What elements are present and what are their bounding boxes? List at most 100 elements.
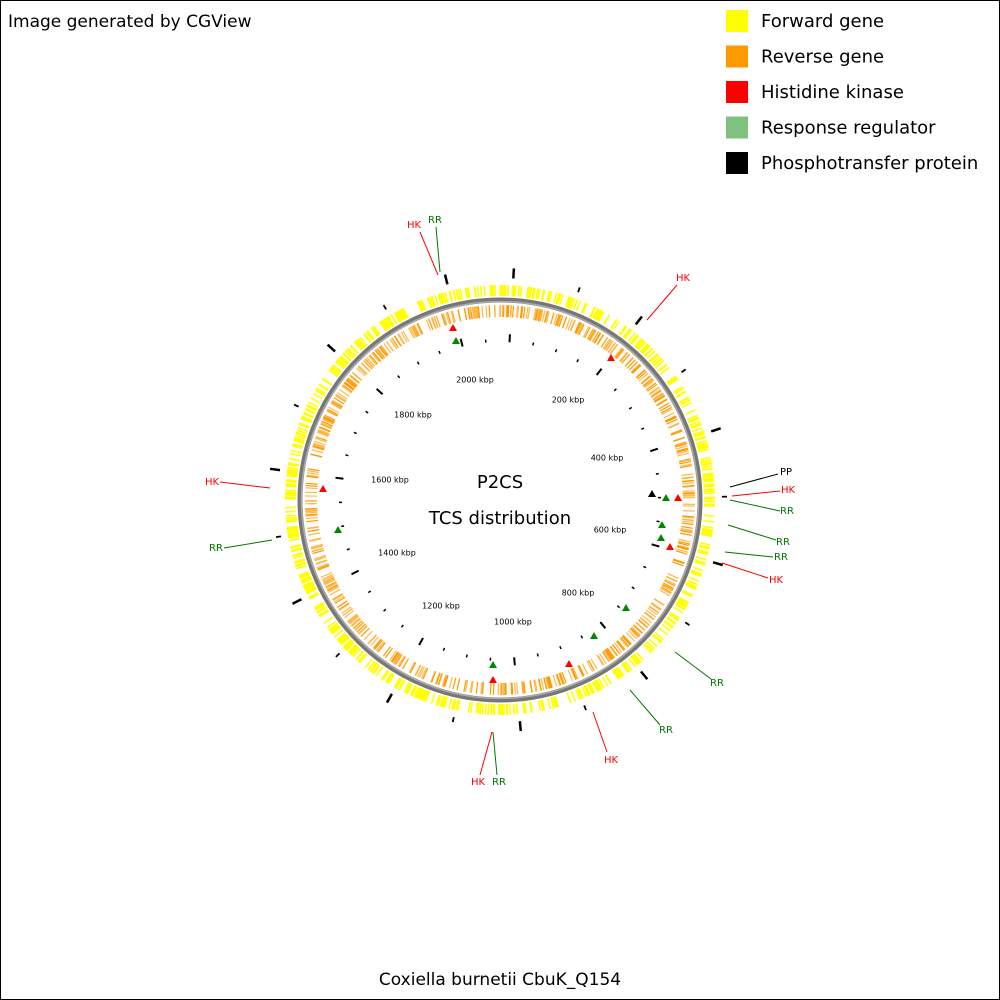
legend-swatch xyxy=(726,81,748,103)
forward-gene xyxy=(410,685,417,697)
reverse-gene xyxy=(574,321,581,334)
reverse-gene xyxy=(516,305,519,318)
forward-gene xyxy=(346,348,356,358)
forward-gene xyxy=(529,287,533,299)
reverse-gene xyxy=(678,540,691,545)
reverse-gene xyxy=(578,323,585,336)
forward-gene xyxy=(293,438,305,443)
reverse-gene xyxy=(578,664,585,677)
forward-gene xyxy=(653,358,663,367)
reverse-gene xyxy=(417,322,424,335)
reverse-gene xyxy=(680,530,693,534)
reverse-gene xyxy=(321,420,333,427)
ruler-tick xyxy=(375,388,384,396)
forward-gene xyxy=(338,635,349,644)
feature-marker xyxy=(590,632,598,639)
reverse-gene xyxy=(306,526,320,529)
reverse-gene xyxy=(675,445,688,450)
forward-gene xyxy=(580,302,587,314)
forward-gene xyxy=(425,691,431,703)
forward-gene xyxy=(695,439,707,445)
reverse-gene xyxy=(345,379,357,388)
reverse-gene xyxy=(450,311,455,323)
reverse-gene xyxy=(607,342,616,353)
forward-gene xyxy=(329,367,340,376)
outer-tick xyxy=(681,368,687,373)
reverse-gene xyxy=(360,362,371,372)
reverse-gene xyxy=(430,671,437,683)
forward-gene xyxy=(287,466,299,470)
forward-gene xyxy=(666,375,677,384)
reverse-gene xyxy=(650,603,662,611)
forward-gene xyxy=(370,662,379,673)
forward-gene xyxy=(455,699,460,711)
reverse-gene xyxy=(357,624,368,635)
reverse-gene xyxy=(341,385,352,394)
reverse-gene xyxy=(597,654,605,666)
forward-gene xyxy=(295,432,307,438)
reverse-gene xyxy=(416,323,423,335)
reverse-gene xyxy=(427,318,434,330)
forward-gene xyxy=(295,431,307,437)
reverse-gene xyxy=(682,509,695,512)
forward-gene xyxy=(312,392,324,400)
reverse-gene xyxy=(556,314,561,327)
outer-tick xyxy=(451,716,455,723)
reverse-gene xyxy=(409,326,417,338)
forward-gene xyxy=(577,688,584,699)
reverse-gene xyxy=(324,414,336,421)
reverse-gene xyxy=(629,628,639,638)
reverse-gene xyxy=(673,558,685,564)
reverse-gene xyxy=(389,650,397,662)
forward-gene xyxy=(528,287,532,299)
forward-gene xyxy=(343,639,353,649)
outer-tick xyxy=(634,315,643,326)
reverse-gene xyxy=(651,602,662,610)
reverse-gene xyxy=(507,305,510,318)
reverse-gene xyxy=(376,348,386,359)
reverse-gene xyxy=(363,360,373,370)
reverse-gene xyxy=(320,421,333,428)
forward-gene xyxy=(357,338,366,348)
reverse-gene xyxy=(391,652,400,663)
forward-gene xyxy=(328,369,339,378)
reverse-gene xyxy=(572,667,579,680)
ruler-label: 800 kbp xyxy=(562,589,595,598)
ruler-tick xyxy=(559,645,562,650)
reverse-gene xyxy=(467,307,471,320)
forward-gene xyxy=(442,696,447,708)
ruler-minor-tick xyxy=(345,454,349,457)
forward-gene xyxy=(699,456,711,461)
forward-gene xyxy=(537,700,542,712)
reverse-gene xyxy=(442,674,448,687)
reverse-gene xyxy=(547,676,552,689)
reverse-gene xyxy=(670,430,683,436)
reverse-gene xyxy=(372,351,382,362)
forward-gene xyxy=(541,289,546,301)
forward-gene xyxy=(444,291,449,303)
forward-gene xyxy=(613,668,621,679)
ruler-minor-tick xyxy=(532,342,535,346)
reverse-gene xyxy=(488,305,491,318)
reverse-gene xyxy=(598,653,607,664)
reverse-gene xyxy=(543,677,548,690)
feature-marker xyxy=(565,660,573,667)
feature-label: HK xyxy=(604,755,619,766)
reverse-gene xyxy=(409,662,417,674)
forward-gene xyxy=(584,684,591,696)
forward-gene xyxy=(540,699,544,711)
forward-gene xyxy=(380,669,389,680)
feature-label: HK xyxy=(676,273,691,284)
forward-gene xyxy=(687,414,698,421)
forward-gene xyxy=(414,687,421,698)
forward-gene xyxy=(306,405,317,412)
backbone xyxy=(297,297,703,703)
reverse-gene xyxy=(422,667,429,680)
ruler-tick xyxy=(599,621,607,629)
forward-gene xyxy=(523,702,527,714)
ruler-minor-tick xyxy=(576,359,580,363)
reverse-gene xyxy=(343,382,355,391)
forward-gene xyxy=(357,652,367,663)
reverse-gene xyxy=(431,317,437,329)
reverse-gene xyxy=(412,325,419,337)
